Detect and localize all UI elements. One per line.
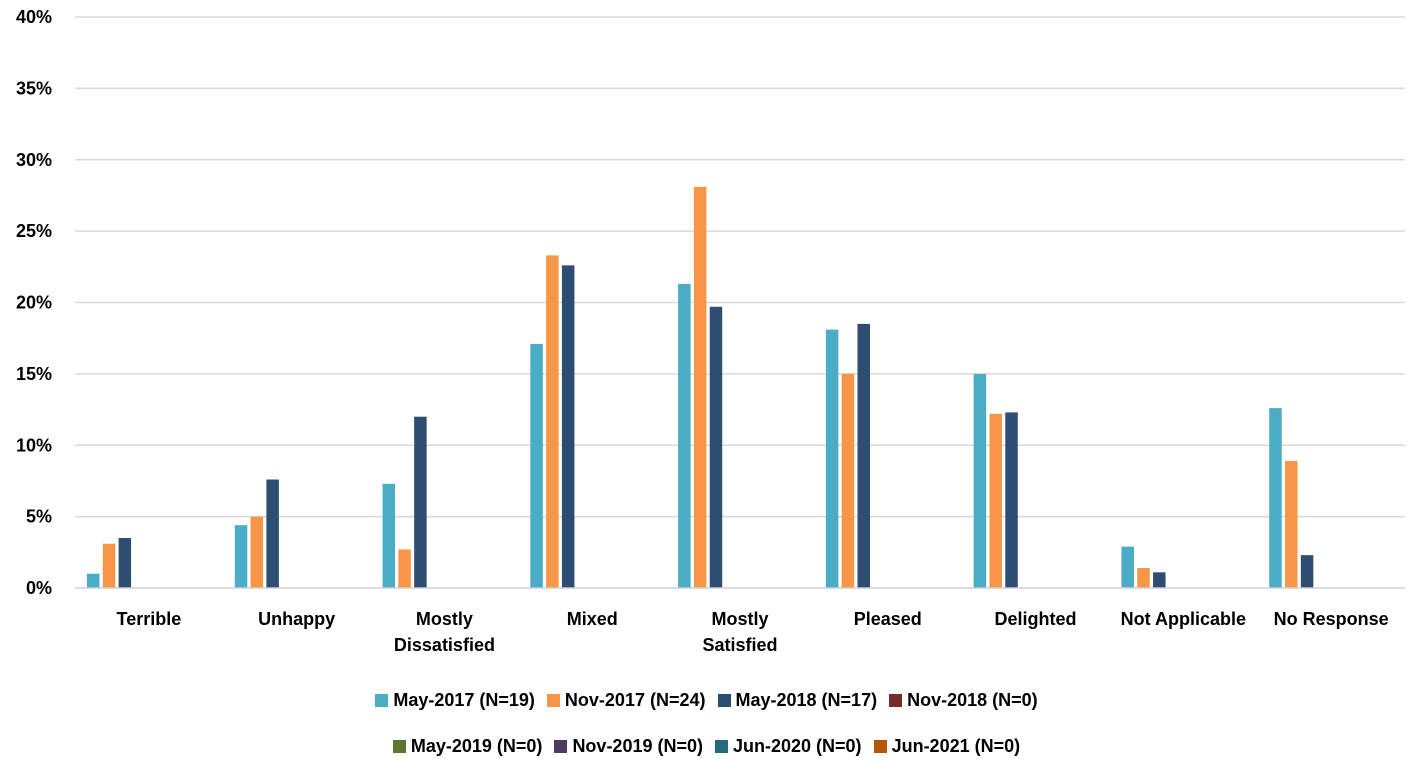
legend-label: Nov-2017 (N=24): [564, 690, 706, 710]
x-category-label: Mostly Satisfied: [702, 609, 777, 655]
x-category-label-line: No Response: [1274, 609, 1389, 629]
x-axis-categories: Terrible Unhappy Mostly Dissatisfied Mixed Mo…: [117, 609, 1389, 655]
legend-swatch: [873, 740, 887, 753]
bars: [87, 186, 1314, 588]
legend-item: May-2019 (N=0): [392, 736, 543, 757]
legend-label: May-2018 (N=17): [735, 690, 878, 710]
legend-item: May-2017 (N=19): [375, 690, 535, 711]
bar: [398, 549, 411, 588]
x-category-label-line: Mostly: [711, 609, 768, 629]
legend-swatch: [889, 694, 903, 707]
bar: [1269, 408, 1282, 588]
y-tick-label: 10%: [16, 435, 52, 455]
x-category-label: Mostly Dissatisfied: [394, 609, 495, 655]
x-category-label: Delighted: [995, 609, 1077, 629]
x-category-label: Terrible: [117, 609, 182, 629]
bar: [1137, 568, 1150, 588]
legend-swatch: [546, 694, 560, 707]
y-tick-label: 40%: [16, 7, 52, 27]
bar: [87, 573, 100, 588]
y-tick-label: 5%: [26, 507, 52, 527]
legend-swatch: [392, 740, 406, 753]
legend-item: Nov-2018 (N=0): [889, 690, 1038, 711]
bar: [989, 413, 1002, 588]
legend-row-2: May-2019 (N=0) Nov-2019 (N=0) Jun-2020 (N=…: [0, 736, 1413, 757]
bar: [561, 265, 575, 588]
bar: [414, 416, 427, 588]
bar: [234, 525, 248, 588]
bar: [825, 329, 839, 588]
x-category-label-line: Not Applicable: [1121, 609, 1246, 629]
x-category-label-line: Delighted: [995, 609, 1077, 629]
bar: [530, 343, 543, 588]
bar: [118, 538, 132, 588]
x-category-label-line: Dissatisfied: [394, 635, 495, 655]
bar: [1121, 546, 1134, 588]
legend-row-1: May-2017 (N=19) Nov-2017 (N=24) May-2018 (…: [0, 690, 1413, 711]
legend-swatch: [715, 740, 728, 753]
x-category-label-line: Mixed: [567, 609, 618, 629]
legend-label: May-2017 (N=19): [393, 690, 535, 710]
y-tick-label: 15%: [16, 364, 52, 384]
bar: [1300, 555, 1314, 588]
gridlines: [75, 16, 1405, 518]
legend-item: Nov-2019 (N=0): [554, 736, 703, 757]
legend-item: Nov-2017 (N=24): [546, 690, 706, 711]
y-tick-label: 20%: [16, 293, 52, 313]
x-category-label: Unhappy: [258, 609, 335, 629]
legend-label: Nov-2019 (N=0): [572, 736, 703, 756]
bar: [382, 483, 396, 588]
bar: [973, 373, 987, 588]
x-category-label-line: Satisfied: [702, 635, 777, 655]
legend-swatch: [375, 694, 389, 707]
x-category-label: Pleased: [854, 609, 922, 629]
y-tick-label: 30%: [16, 150, 52, 170]
x-category-label-line: Mostly: [416, 609, 473, 629]
legend-item: May-2018 (N=17): [717, 690, 878, 711]
bar-chart: 0% 5% 10% 15% 20% 25% 30% 35% 40% Terrible Unhapp…: [16, 7, 1405, 655]
bar: [857, 323, 870, 588]
legend-swatch: [554, 740, 568, 753]
bar: [1153, 572, 1166, 588]
legend-label: Jun-2021 (N=0): [891, 736, 1021, 756]
bar: [678, 283, 691, 588]
legend-swatch: [717, 694, 731, 707]
x-category-label-line: Unhappy: [258, 609, 335, 629]
bar: [693, 186, 707, 588]
y-tick-label: 0%: [26, 578, 52, 598]
legend-label: May-2019 (N=0): [410, 736, 543, 756]
legend-item: Jun-2020 (N=0): [715, 736, 862, 757]
bar: [102, 543, 116, 588]
bar: [1285, 460, 1298, 588]
y-tick-label: 25%: [16, 221, 52, 241]
legend-item: Jun-2021 (N=0): [873, 736, 1021, 757]
bar: [546, 255, 559, 588]
bar: [266, 479, 279, 588]
x-category-label-line: Pleased: [854, 609, 922, 629]
bar: [250, 516, 264, 588]
x-category-label: No Response: [1274, 609, 1389, 629]
bar: [709, 306, 723, 588]
x-category-label: Not Applicable: [1121, 609, 1246, 629]
x-category-label: Mixed: [567, 609, 618, 629]
legend-label: Jun-2020 (N=0): [733, 736, 862, 756]
bar: [1005, 412, 1018, 588]
x-category-label-line: Terrible: [117, 609, 182, 629]
bar: [841, 373, 855, 588]
y-tick-label: 35%: [16, 78, 52, 98]
y-axis-ticks: 0% 5% 10% 15% 20% 25% 30% 35% 40%: [16, 7, 52, 598]
legend-label: Nov-2018 (N=0): [907, 690, 1038, 710]
